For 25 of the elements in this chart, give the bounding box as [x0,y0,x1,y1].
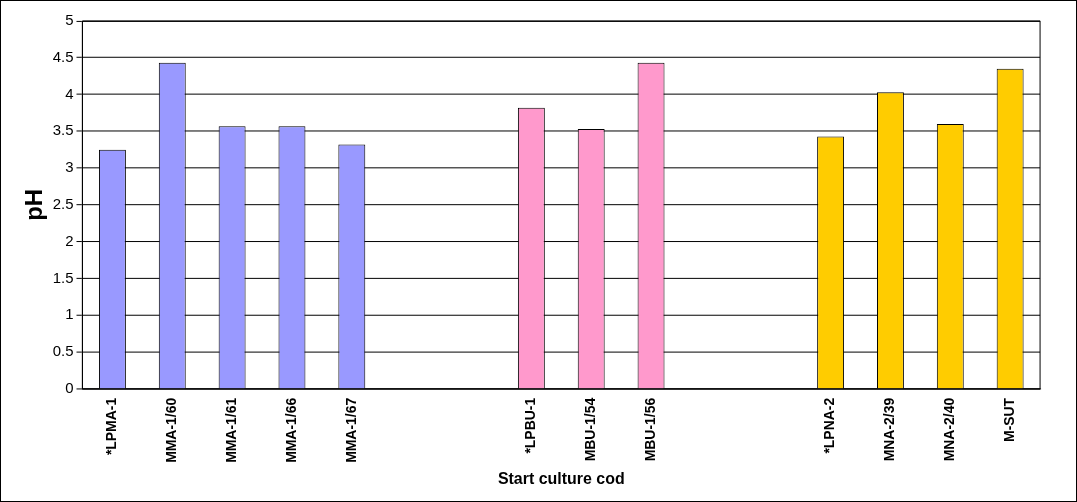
y-axis-title: pH [19,188,47,221]
x-tick-label: MMA-1/67 [342,397,359,463]
y-tick-label: 3.5 [52,121,74,139]
y-tick-label: 1.5 [52,268,74,286]
x-tick-label: MNA-2/39 [881,397,898,462]
y-tick-label: 2 [65,231,74,249]
y-tick-label: 1 [65,305,74,323]
y-tick-label: 2.5 [52,195,74,213]
y-tick-label: 3 [65,158,74,176]
y-tick-label: 0 [65,379,74,397]
x-tick-label: MBU-1/56 [641,397,658,462]
x-axis-title: Start culture cod [497,469,625,487]
x-tick-label: *LPBU-1 [522,397,539,454]
y-tick-label: 4.5 [52,47,74,65]
x-tick-label: MMA-1/60 [163,397,180,463]
x-tick-label: MBU-1/54 [582,397,599,462]
x-tick-label: MMA-1/66 [282,397,299,463]
y-tick-label: 0.5 [52,342,74,360]
x-tick-label: MMA-1/61 [222,397,239,463]
y-tick-label: 4 [65,84,74,102]
x-tick-label: MNA-2/40 [941,397,958,462]
x-tick-label: *LPNA-2 [821,397,838,454]
y-tick-label: 5 [65,11,74,29]
x-tick-label: *LPMA-1 [103,397,120,456]
x-tick-label: M-SUT [1000,397,1017,442]
